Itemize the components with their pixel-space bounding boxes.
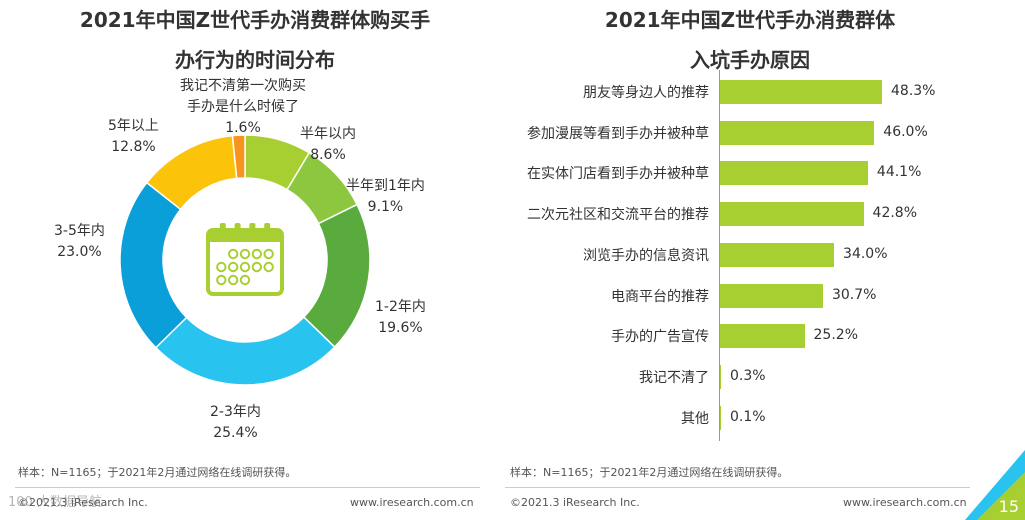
pie-label-text: 半年到1年内 bbox=[346, 178, 425, 194]
bar-value-label: 30.7% bbox=[831, 286, 877, 303]
left-title-line1: 2021年中国Z世代手办消费群体购买手 bbox=[79, 8, 431, 32]
donut-slice-2 bbox=[302, 203, 371, 349]
watermark: 100 大数据导航 bbox=[8, 495, 102, 510]
left-sample-note: 样本：N=1165；于2021年2月通过网络在线调研获得。 bbox=[18, 466, 297, 479]
pie-label-value: 19.6% bbox=[378, 320, 423, 336]
pie-label-text: 2-3年内 bbox=[210, 404, 261, 420]
right-title-line1: 2021年中国Z世代手办消费群体 bbox=[604, 8, 896, 32]
bar bbox=[720, 242, 835, 267]
pie-label-text-line1: 我记不清第一次购买 bbox=[180, 78, 306, 94]
pie-label-two-to-three-years: 2-3年内 25.4% bbox=[210, 402, 261, 444]
donut-slice-3 bbox=[154, 316, 336, 386]
bar bbox=[720, 202, 864, 227]
bar bbox=[720, 120, 875, 145]
bar-value-label: 44.1% bbox=[876, 164, 922, 181]
bar-category-label: 我记不清了 bbox=[639, 369, 709, 386]
bar-category-label: 电商平台的推荐 bbox=[611, 288, 709, 305]
right-chart-title: 2021年中国Z世代手办消费群体 入坑手办原因 bbox=[520, 0, 980, 80]
bar bbox=[720, 80, 882, 104]
pie-label-three-to-five-years: 3-5年内 23.0% bbox=[54, 221, 105, 263]
bar bbox=[720, 161, 868, 186]
right-footer-divider bbox=[505, 487, 970, 488]
right-footer-copyright: ©2021.3 iResearch Inc. bbox=[510, 496, 640, 509]
bar-value-label: 25.2% bbox=[813, 327, 858, 344]
left-footer-divider bbox=[15, 487, 480, 488]
donut-slice-6 bbox=[231, 134, 246, 180]
left-title-line2: 办行为的时间分布 bbox=[175, 48, 335, 72]
pie-label-value: 9.1% bbox=[367, 199, 404, 215]
left-chart-title: 2021年中国Z世代手办消费群体购买手 办行为的时间分布 bbox=[30, 0, 480, 80]
bar-category-label: 在实体门店看到手办并被种草 bbox=[527, 166, 709, 183]
pie-label-value: 8.6% bbox=[310, 147, 346, 163]
pie-label-value: 12.8% bbox=[111, 139, 156, 155]
pie-label-half-year: 半年以内 8.6% bbox=[300, 124, 356, 166]
pie-label-cannot-remember: 我记不清第一次购买 手办是什么时候了 1.6% bbox=[180, 76, 306, 139]
bar-value-label: 46.0% bbox=[883, 123, 928, 140]
pie-label-half-to-one-year: 半年到1年内 9.1% bbox=[346, 176, 425, 218]
pie-label-over-five-years: 5年以上 12.8% bbox=[108, 116, 159, 158]
left-footer-copyright: ©2021.3 iResearch Inc. bbox=[18, 496, 148, 509]
page-number: 15 bbox=[998, 497, 1019, 516]
pie-label-text: 3-5年内 bbox=[54, 223, 105, 239]
bar-value-label: 34.0% bbox=[843, 245, 888, 262]
bar-value-label: 0.1% bbox=[730, 408, 766, 425]
pie-label-text: 1-2年内 bbox=[375, 299, 426, 315]
bar-chart: 朋友等身边人的推荐 48.3% 参加漫展等看到手办并被种草 46.0% 在实体门店看到手… bbox=[500, 70, 1020, 442]
bar-value-label: 0.3% bbox=[730, 367, 766, 384]
calendar-icon bbox=[206, 223, 284, 296]
pie-label-value: 25.4% bbox=[213, 425, 258, 441]
bar bbox=[720, 324, 805, 349]
bar-category-label: 朋友等身边人的推荐 bbox=[583, 85, 709, 101]
right-sample-note: 样本：N=1165；于2021年2月通过网络在线调研获得。 bbox=[510, 466, 789, 479]
bar-category-label: 参加漫展等看到手办并被种草 bbox=[527, 125, 709, 142]
bar bbox=[720, 283, 823, 308]
donut-slice-4 bbox=[119, 181, 188, 349]
bar-category-label: 其他 bbox=[681, 410, 709, 427]
left-footer-url[interactable]: www.iresearch.com.cn bbox=[350, 496, 474, 509]
donut-chart bbox=[119, 134, 371, 386]
bar-value-label: 48.3% bbox=[891, 83, 936, 99]
bar-category-label: 二次元社区和交流平台的推荐 bbox=[527, 207, 709, 224]
pie-label-text: 半年以内 bbox=[300, 126, 356, 142]
pie-label-value: 23.0% bbox=[57, 244, 102, 260]
bar-value-label: 42.8% bbox=[872, 205, 918, 222]
bar-category-label: 浏览手办的信息资讯 bbox=[583, 247, 709, 264]
pie-label-one-to-two-years: 1-2年内 19.6% bbox=[375, 297, 426, 339]
page-corner-decoration bbox=[965, 450, 1025, 520]
bar bbox=[720, 364, 721, 389]
right-title-line2: 入坑手办原因 bbox=[690, 48, 810, 72]
pie-label-text: 5年以上 bbox=[108, 118, 159, 134]
bar-category-label: 手办的广告宣传 bbox=[611, 329, 709, 346]
pie-label-text: 手办是什么时候了 bbox=[187, 99, 299, 115]
right-footer-url[interactable]: www.iresearch.com.cn bbox=[843, 496, 967, 509]
pie-label-value: 1.6% bbox=[225, 120, 261, 136]
bar-axis-line bbox=[719, 70, 720, 442]
bar bbox=[720, 405, 721, 430]
